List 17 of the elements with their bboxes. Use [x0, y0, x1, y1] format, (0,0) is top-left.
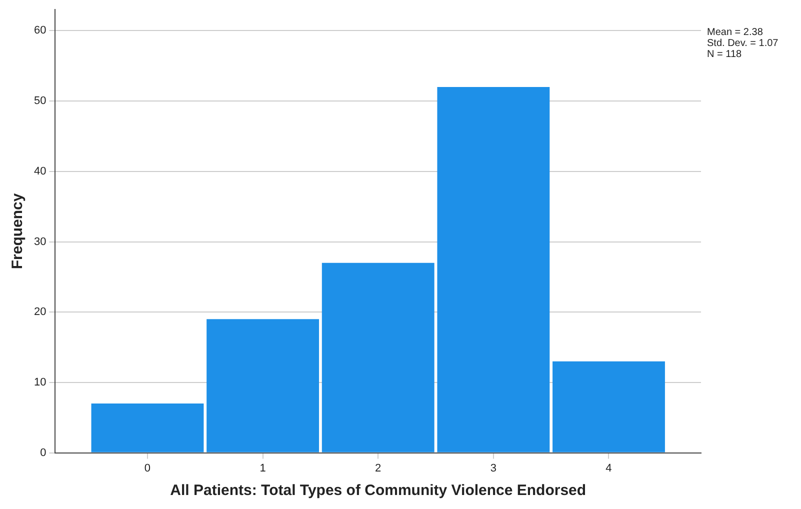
y-axis-title: Frequency [9, 192, 26, 270]
x-axis-title: All Patients: Total Types of Community Violence Endorsed [170, 482, 586, 500]
text: N = 118 [707, 49, 743, 60]
y-tick-label: 60 [34, 24, 46, 37]
y-tick-label: 40 [34, 165, 46, 178]
text: Std. Dev. = 1.07 [707, 38, 778, 49]
y-tick-label: 0 [40, 446, 46, 459]
y-tick-label: 30 [34, 236, 46, 248]
y-tick-label: 10 [34, 376, 46, 388]
x-tick-label: 2 [375, 462, 382, 474]
y-tick-label: 20 [34, 306, 46, 318]
x-tick-label: 0 [144, 462, 151, 474]
x-tick-label: 3 [490, 462, 496, 474]
x-tick-label: 1 [260, 462, 266, 474]
y-tick-label: 50 [34, 95, 46, 108]
text: Mean = 2.38 [707, 27, 764, 38]
x-tick-label: 4 [606, 462, 612, 474]
